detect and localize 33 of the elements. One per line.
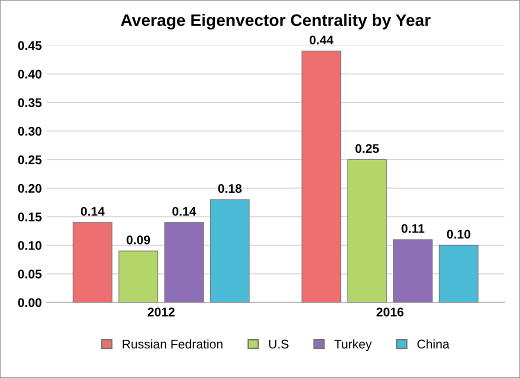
data-label: 0.18	[218, 184, 242, 193]
y-tick-label: 0.35	[18, 98, 42, 108]
bar	[302, 50, 342, 302]
bar	[118, 250, 158, 302]
y-tick-label: 0.15	[18, 212, 42, 222]
data-label: 0.11	[402, 224, 424, 233]
bar	[347, 159, 387, 302]
data-label: 0.09	[126, 236, 150, 244]
chart-title: Average Eigenvector Centrality by Year	[120, 14, 431, 30]
data-label: 0.10	[446, 230, 470, 239]
legend-label: Turkey	[334, 339, 372, 352]
legend-label: Russian Fedration	[122, 339, 222, 349]
bar	[393, 239, 433, 302]
bar	[210, 199, 250, 302]
data-label: 0.25	[355, 144, 379, 153]
y-tick-label: 0.45	[18, 41, 42, 50]
bar	[72, 222, 112, 302]
y-tick-label: 0.40	[18, 70, 42, 79]
data-label: 0.14	[80, 206, 105, 216]
y-tick-label: 0.10	[18, 241, 42, 250]
legend-label: China	[417, 339, 450, 349]
y-tick-label: 0.20	[18, 184, 42, 193]
legend-label: U.S	[269, 340, 288, 349]
data-label: 0.44	[310, 36, 334, 44]
bar	[164, 222, 204, 302]
y-tick-label: 0.00	[18, 298, 42, 308]
x-tick-label: 2012	[148, 308, 175, 316]
y-tick-label: 0.25	[18, 155, 42, 164]
bar	[438, 244, 478, 302]
y-tick-label: 0.30	[18, 126, 42, 136]
y-tick-label: 0.05	[18, 270, 42, 278]
x-tick-label: 2016	[376, 308, 404, 316]
data-label: 0.14	[172, 206, 196, 216]
